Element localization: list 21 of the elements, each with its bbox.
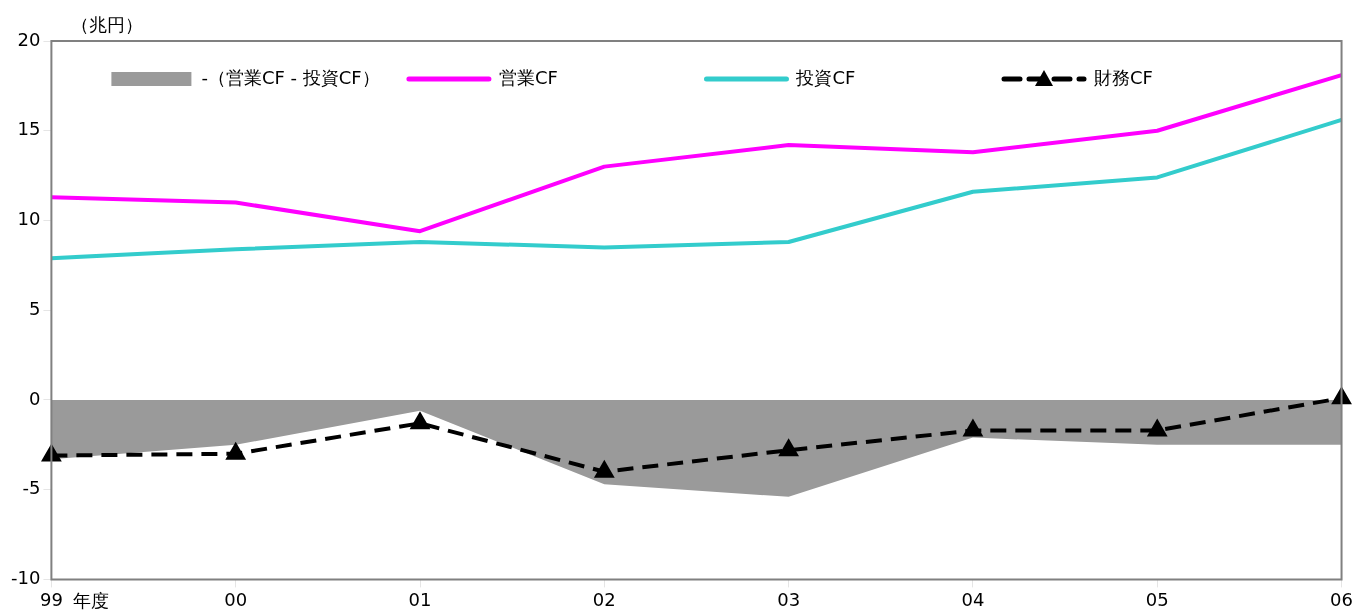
y-tick-label: 15 bbox=[17, 118, 41, 140]
legend-label: 財務CF bbox=[1094, 66, 1153, 88]
x-tick-label: 00 bbox=[224, 588, 248, 610]
x-tick-label: 03 bbox=[777, 588, 801, 610]
y-tick-label: 20 bbox=[17, 28, 41, 50]
y-tick-label: 0 bbox=[28, 387, 41, 409]
x-tick-label: 06 bbox=[1330, 588, 1353, 610]
y-tick-label: -10 bbox=[10, 567, 41, 589]
x-tick-label: 01 bbox=[408, 588, 432, 610]
x-tick-label: 05 bbox=[1145, 588, 1169, 610]
legend-label: 投資CF bbox=[795, 66, 856, 88]
x-tick-label: 02 bbox=[592, 588, 616, 610]
y-tick-label: 10 bbox=[17, 208, 41, 230]
x-tick-label: 99 bbox=[39, 588, 63, 610]
x-axis-title: 年度 bbox=[73, 590, 110, 612]
legend-label: -（営業CF - 投資CF） bbox=[201, 66, 380, 88]
y-axis-title: （兆円） bbox=[71, 13, 144, 35]
legend-label: 営業CF bbox=[498, 66, 558, 88]
y-tick-label: 5 bbox=[28, 297, 41, 319]
y-tick-label: -5 bbox=[22, 477, 41, 499]
x-tick-label: 04 bbox=[961, 588, 985, 610]
